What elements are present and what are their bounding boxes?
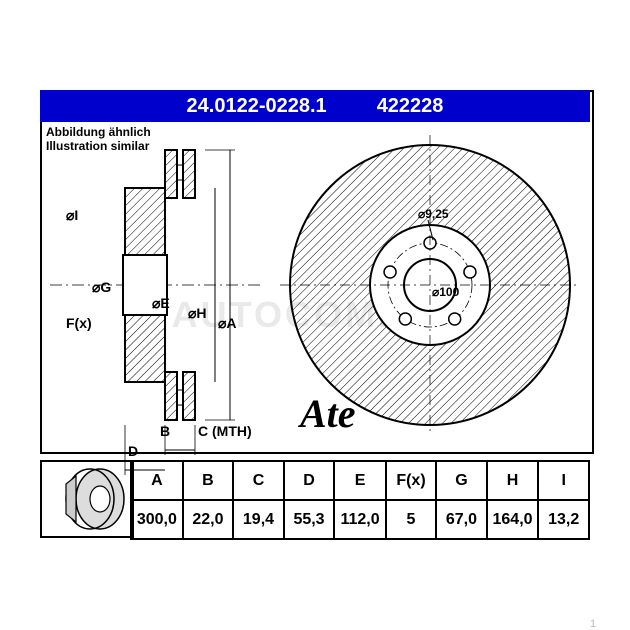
svg-text:⌀G: ⌀G <box>92 279 111 295</box>
svg-text:C (MTH): C (MTH) <box>198 423 252 439</box>
brand-logo: Ate <box>300 390 356 437</box>
col-A: A <box>131 461 183 500</box>
svg-text:⌀E: ⌀E <box>152 295 170 311</box>
col-B: B <box>183 461 234 500</box>
val-D: 55,3 <box>284 500 335 539</box>
col-G: G <box>436 461 487 500</box>
val-F(x): 5 <box>386 500 436 539</box>
val-B: 22,0 <box>183 500 234 539</box>
svg-text:⌀H: ⌀H <box>188 305 207 321</box>
col-I: I <box>538 461 589 500</box>
dimensions-table: ABCDEF(x)GHI300,022,019,455,3112,0567,01… <box>130 460 590 540</box>
svg-text:⌀100: ⌀100 <box>432 285 460 299</box>
col-D: D <box>284 461 335 500</box>
col-E: E <box>334 461 386 500</box>
page-number: 1 <box>590 618 596 630</box>
val-H: 164,0 <box>487 500 539 539</box>
svg-text:⌀9,25: ⌀9,25 <box>418 207 449 221</box>
col-F(x): F(x) <box>386 461 436 500</box>
svg-text:⌀A: ⌀A <box>218 315 237 331</box>
val-E: 112,0 <box>334 500 386 539</box>
svg-text:B: B <box>160 423 170 439</box>
svg-text:⌀I: ⌀I <box>66 207 78 223</box>
val-G: 67,0 <box>436 500 487 539</box>
svg-text:D: D <box>128 443 138 459</box>
col-C: C <box>233 461 284 500</box>
val-I: 13,2 <box>538 500 589 539</box>
val-A: 300,0 <box>131 500 183 539</box>
val-C: 19,4 <box>233 500 284 539</box>
disc-thumbnail <box>40 460 134 538</box>
col-H: H <box>487 461 539 500</box>
svg-text:F(x): F(x) <box>66 315 92 331</box>
